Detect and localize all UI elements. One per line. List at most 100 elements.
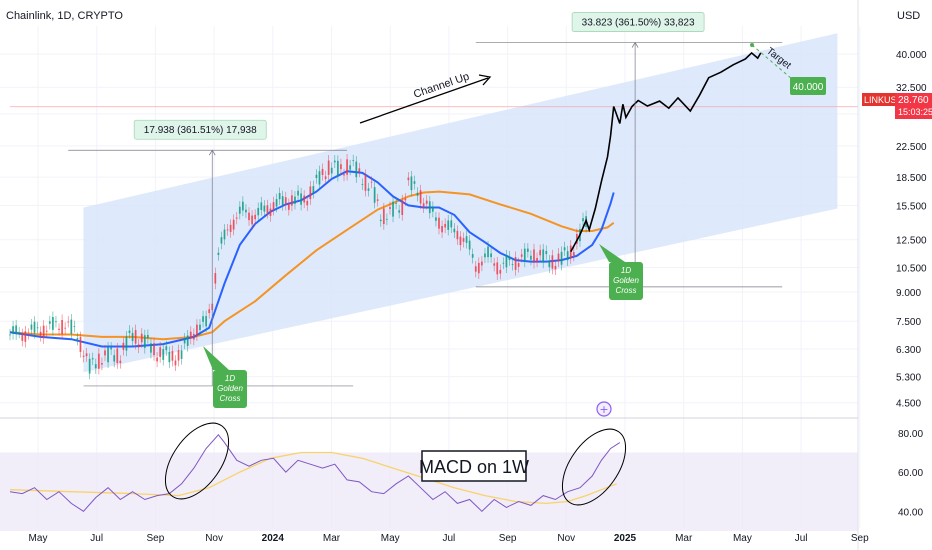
bar-countdown: 15:03:25 <box>898 107 932 117</box>
y-tick-label: 7.500 <box>896 317 921 328</box>
candle-body <box>312 186 315 193</box>
candle-body <box>416 192 419 196</box>
current-price-label: LINKUSD 28.760 15:03:25 <box>862 93 932 119</box>
candle-body <box>238 206 241 214</box>
candle-body <box>481 261 483 266</box>
indicator-line <box>9 434 621 512</box>
candle-body <box>346 159 348 175</box>
symbol-label: LINKUSD <box>864 95 904 105</box>
candle-body <box>254 214 257 220</box>
candle-body <box>505 255 508 268</box>
candle-body <box>15 325 18 335</box>
indicator-y-tick-label: 80.00 <box>898 429 923 440</box>
candle-body <box>85 353 88 357</box>
x-tick-label: Jul <box>795 533 808 544</box>
ellipse-marker <box>164 422 230 500</box>
candle-body <box>462 238 465 242</box>
y-tick-label: 9.000 <box>896 288 921 299</box>
y-tick-label: 18.500 <box>896 173 927 184</box>
candle-body <box>150 343 152 353</box>
candle-body <box>58 328 60 330</box>
candle-body <box>245 209 247 213</box>
candle-body <box>64 327 67 329</box>
x-tick-label: May <box>381 533 400 544</box>
x-tick-label: Jul <box>443 533 456 544</box>
candle-body <box>563 247 566 251</box>
candle-body <box>134 330 137 344</box>
candle-body <box>395 203 397 204</box>
candle-body <box>419 190 422 204</box>
candle-body <box>287 203 290 210</box>
candle-body <box>453 228 456 233</box>
candle-body <box>248 212 250 221</box>
candle-body <box>104 350 106 356</box>
candle-body <box>45 330 48 332</box>
candle-body <box>324 176 327 179</box>
candle-body <box>291 195 293 206</box>
measure-box <box>133 119 267 140</box>
candle-body <box>431 206 434 212</box>
candle-body <box>459 236 462 246</box>
candle-body <box>435 217 437 221</box>
candle-body <box>177 350 180 361</box>
candle-body <box>450 220 453 228</box>
add-alert-button[interactable]: + <box>596 401 612 417</box>
callout-text: 1D <box>225 374 235 383</box>
currency-label[interactable]: USD <box>897 10 920 22</box>
candle-body <box>24 331 27 342</box>
indicator-band <box>0 452 858 531</box>
candle-body <box>456 230 459 240</box>
candle-body <box>30 324 33 330</box>
y-tick-label: 22.500 <box>896 142 927 153</box>
candle-body <box>315 174 318 178</box>
y-tick-label: 4.500 <box>896 399 921 410</box>
candle-body <box>333 160 336 163</box>
candle-body <box>241 201 244 211</box>
candle-body <box>107 347 109 363</box>
candle-body <box>343 174 345 176</box>
candle-body <box>536 257 538 262</box>
candle-body <box>168 352 171 363</box>
candle-body <box>284 197 287 205</box>
candle-body <box>159 347 162 358</box>
candle-body <box>364 174 367 191</box>
candle-body <box>272 202 275 210</box>
candle-body <box>208 309 211 314</box>
candle-body <box>12 326 14 334</box>
candle-body <box>520 254 523 257</box>
candle-body <box>146 334 149 339</box>
candle-body <box>428 201 431 214</box>
candle-body <box>560 251 563 265</box>
candle-body <box>511 263 514 265</box>
candle-body <box>76 338 79 340</box>
candle-body <box>260 202 263 210</box>
candle-body <box>545 250 548 255</box>
candle-body <box>382 208 385 225</box>
callout-text: Golden <box>613 276 639 285</box>
callout-text: Golden <box>217 384 243 393</box>
target-value: 40.000 <box>793 82 824 93</box>
candle-body <box>196 324 198 336</box>
candle-body <box>502 262 505 264</box>
candle-body <box>94 364 97 369</box>
candle-body <box>217 252 220 255</box>
candle-body <box>539 250 542 256</box>
candle-body <box>477 262 480 274</box>
reference-lines <box>10 42 858 387</box>
x-tick-label: Nov <box>205 533 223 544</box>
y-tick-label: 10.500 <box>896 264 927 275</box>
candle-body <box>514 257 517 270</box>
x-tick-label: Sep <box>147 533 165 544</box>
channel-arrow <box>359 77 489 124</box>
x-tick-label: May <box>29 533 48 544</box>
candle-body <box>352 160 355 162</box>
candle-body <box>39 331 42 336</box>
candle-body <box>487 246 489 258</box>
candle-body <box>131 332 134 342</box>
candle-body <box>410 176 413 191</box>
x-tick-label: 2024 <box>262 533 285 544</box>
candle-body <box>294 196 296 204</box>
x-tick-label: Sep <box>851 533 869 544</box>
candle-body <box>232 219 235 230</box>
